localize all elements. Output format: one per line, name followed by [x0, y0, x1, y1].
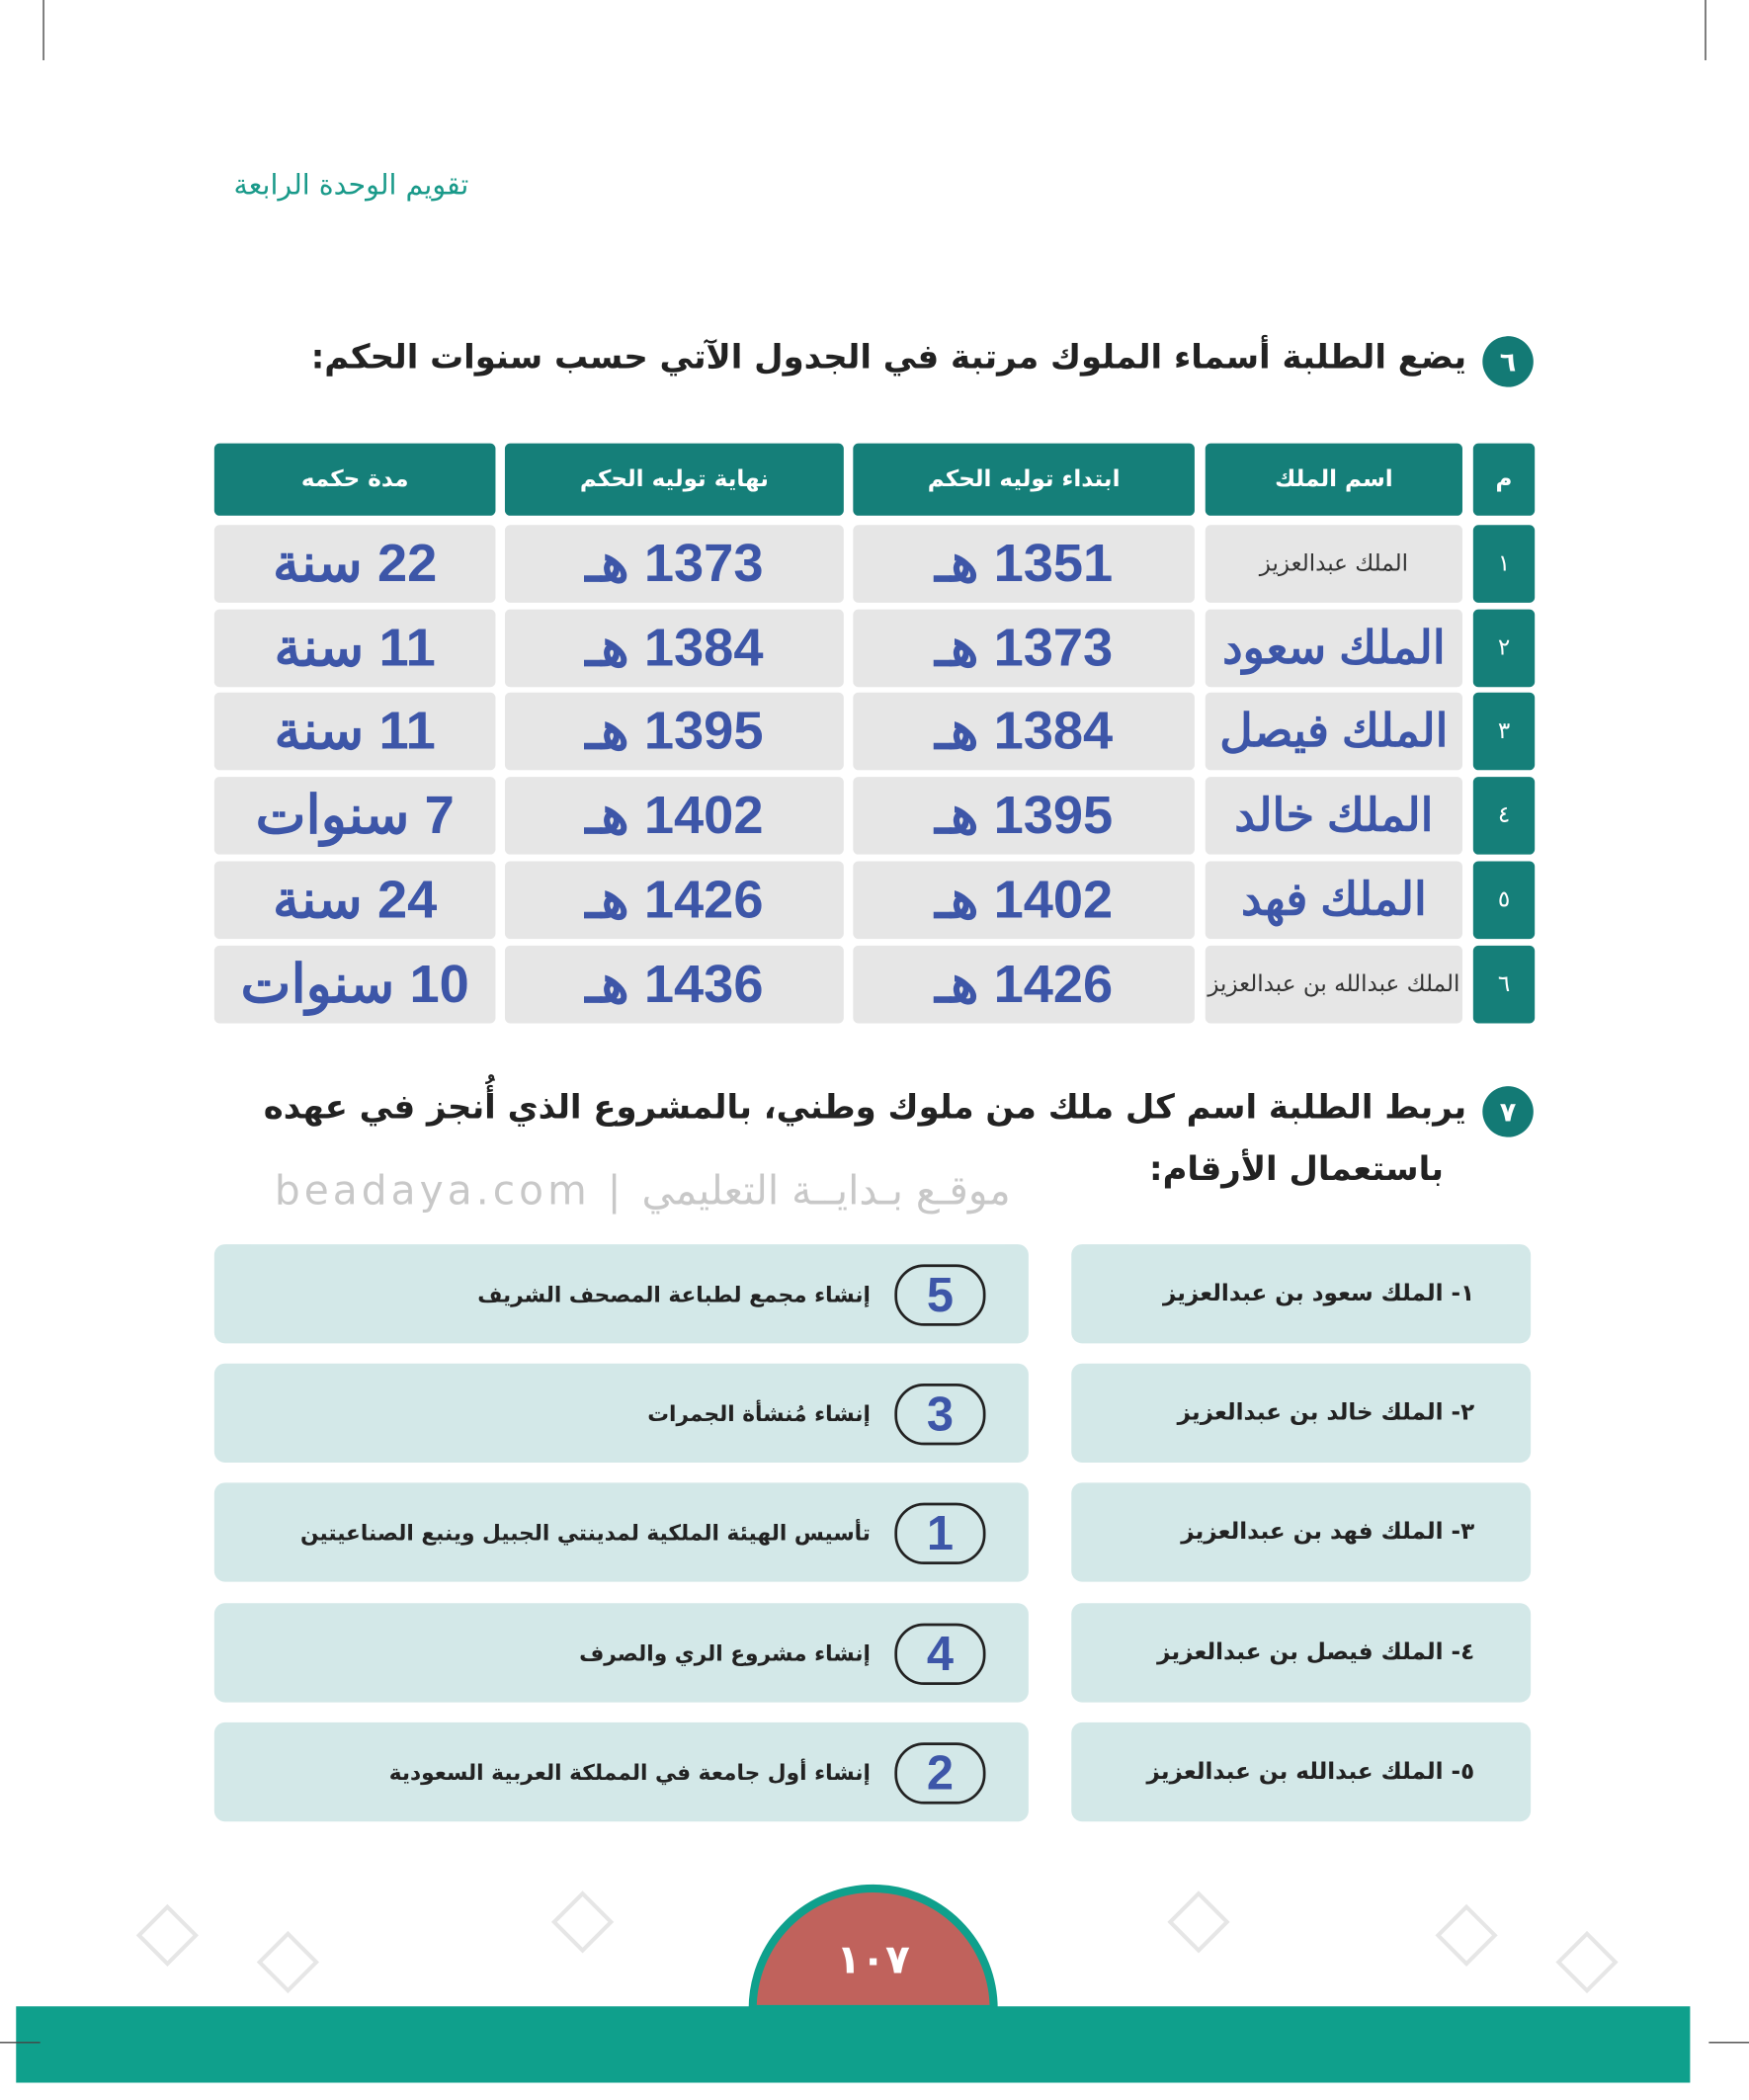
table-header: م [1472, 443, 1536, 516]
question-text: يضع الطلبة أسماء الملوك مرتبة في الجدول … [310, 337, 1467, 377]
project-item: إنشاء أول جامعة في المملكة العربية السعو… [213, 1722, 1029, 1822]
table-header: ابتداء توليه الحكم [853, 443, 1195, 516]
table-cell: 24 سنة [213, 861, 496, 940]
table-cell: 1436 هـ [504, 945, 844, 1024]
table-cell: 10 سنوات [213, 945, 496, 1024]
footer-bar [16, 2006, 1691, 2083]
crop-mark [42, 0, 44, 60]
table-cell: 1373 هـ [504, 525, 844, 603]
answer-number: 1 [894, 1502, 986, 1564]
table-header: مدة حكمه [213, 443, 496, 516]
project-item: تأسيس الهيئة الملكية لمدينتي الجبيل وينب… [213, 1482, 1029, 1582]
project-item: إنشاء مُنشأة الجمرات [213, 1363, 1029, 1463]
crop-mark [1705, 0, 1707, 60]
king-item: ٤- الملك فيصل بن عبدالعزيز [1071, 1603, 1532, 1703]
king-name: الملك فهد [1205, 861, 1462, 940]
ornament [135, 1890, 1619, 1994]
row-number: ٥ [1472, 861, 1536, 940]
row-number: ٦ [1472, 945, 1536, 1024]
table-cell: 7 سنوات [213, 777, 496, 855]
project-item: إنشاء مجمع لطباعة المصحف الشريف [213, 1244, 1029, 1344]
row-number: ١ [1472, 525, 1536, 603]
table-cell: 22 سنة [213, 525, 496, 603]
watermark: beadaya.com | موقـع بـدايــة التعليمي [274, 1167, 1011, 1216]
project-item: إنشاء مشروع الري والصرف [213, 1603, 1029, 1703]
table-cell: 11 سنة [213, 692, 496, 771]
question-text: باستعمال الأرقام: [1149, 1148, 1445, 1189]
king-name: الملك خالد [1205, 777, 1462, 855]
page-tab [748, 1884, 998, 2014]
row-number: ٤ [1472, 777, 1536, 855]
table-cell: 1373 هـ [853, 609, 1195, 688]
king-name: الملك فيصل [1205, 692, 1462, 771]
question-number: ٧ [1482, 1086, 1534, 1137]
table-cell: 1426 هـ [853, 945, 1195, 1024]
king-item: ٥- الملك عبدالله بن عبدالعزيز [1071, 1722, 1532, 1822]
question-text: يربط الطلبة اسم كل ملك من ملوك وطني، بال… [263, 1087, 1467, 1127]
answer-number: 4 [894, 1623, 986, 1685]
footer [0, 1884, 1749, 2083]
question-number: ٦ [1482, 336, 1534, 387]
table-cell: 1426 هـ [504, 861, 844, 940]
row-number: ٢ [1472, 609, 1536, 688]
table-cell: 1395 هـ [853, 777, 1195, 855]
king-item: ٢- الملك خالد بن عبدالعزيز [1071, 1363, 1532, 1463]
answer-number: 2 [894, 1742, 986, 1805]
table-header: نهاية توليه الحكم [504, 443, 844, 516]
answer-number: 5 [894, 1264, 986, 1326]
header-title: تقويم الوحدة الرابعة [233, 168, 469, 202]
king-name: الملك عبدالعزيز [1205, 525, 1462, 603]
table-cell: 1384 هـ [504, 609, 844, 688]
page-number: ١٠٧ [836, 1936, 910, 1984]
king-item: ٣- الملك فهد بن عبدالعزيز [1071, 1482, 1532, 1582]
table-cell: 1395 هـ [504, 692, 844, 771]
king-item: ١- الملك سعود بن عبدالعزيز [1071, 1244, 1532, 1344]
row-number: ٣ [1472, 692, 1536, 771]
table-cell: 11 سنة [213, 609, 496, 688]
table-cell: 1402 هـ [853, 861, 1195, 940]
king-name: الملك سعود [1205, 609, 1462, 688]
king-name: الملك عبدالله بن عبدالعزيز [1205, 945, 1462, 1024]
table-cell: 1384 هـ [853, 692, 1195, 771]
answer-number: 3 [894, 1384, 986, 1446]
table-cell: 1351 هـ [853, 525, 1195, 603]
table-cell: 1402 هـ [504, 777, 844, 855]
table-header: اسم الملك [1205, 443, 1462, 516]
